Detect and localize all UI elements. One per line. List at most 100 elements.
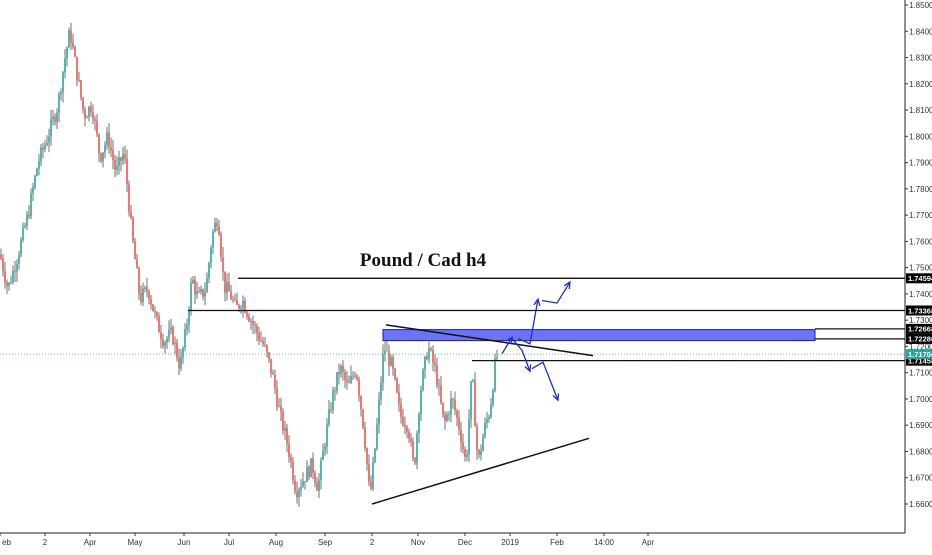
candle-body	[52, 116, 54, 120]
level-tag-bg	[906, 355, 932, 366]
candle-body	[446, 414, 448, 421]
candle-body	[138, 268, 140, 294]
resistance-zone	[382, 329, 816, 342]
candle-body	[136, 259, 138, 269]
arrow-head	[563, 280, 571, 290]
candle-body	[358, 379, 360, 397]
x-tick-label: May	[127, 538, 142, 547]
y-tick-label: 1.81000	[909, 106, 932, 115]
candle-body	[156, 312, 158, 317]
y-tick-label: 1.67000	[909, 474, 932, 483]
candle-body	[354, 375, 356, 377]
candle-body	[4, 271, 6, 283]
candle-body	[18, 255, 20, 264]
candle-body	[408, 431, 410, 439]
y-tick-label: 1.73000	[909, 316, 932, 325]
candle-body	[284, 428, 286, 431]
x-tick-label: 2	[370, 538, 375, 547]
candle-body	[148, 291, 150, 300]
projection-arrow	[531, 361, 559, 401]
y-tick-label: 1.77000	[909, 211, 932, 220]
current-price-tag-bg	[906, 349, 932, 360]
candle-body	[190, 283, 192, 311]
candle-body	[462, 442, 464, 450]
trendline	[371, 437, 590, 505]
level-tag: 1.72668	[908, 325, 932, 334]
candle-body	[86, 117, 88, 119]
candle-body	[114, 159, 116, 170]
candle-body	[224, 271, 226, 293]
candle-body	[428, 348, 430, 360]
x-tick-label: Dec	[458, 538, 472, 547]
candle-body	[16, 263, 18, 272]
projection-arrow	[517, 299, 539, 345]
candle-body	[44, 144, 46, 150]
candle-body	[334, 390, 336, 392]
y-tick-label: 1.75000	[909, 264, 932, 273]
candle-body	[246, 312, 248, 317]
x-tick-label: Feb	[550, 538, 564, 547]
candle-body	[84, 109, 86, 119]
candle-body	[258, 333, 260, 341]
candle-body	[468, 419, 470, 455]
y-tick-label: 1.80000	[909, 132, 932, 141]
candle-body	[272, 372, 274, 375]
candle-body	[480, 450, 482, 455]
candle-body	[288, 443, 290, 458]
level-tag: 1.72286	[908, 335, 932, 344]
candle-body	[486, 419, 488, 423]
candle-body	[404, 425, 406, 428]
candle-body	[76, 56, 78, 81]
candle-body	[338, 372, 340, 375]
candle-body	[8, 282, 10, 286]
arrows-layer	[501, 280, 571, 402]
candle-body	[406, 427, 408, 432]
candle-body	[144, 287, 146, 289]
candle-body	[444, 414, 446, 421]
candle-body	[368, 464, 370, 483]
y-tick-label: 1.82000	[909, 80, 932, 89]
candle-body	[82, 97, 84, 110]
candle-body	[32, 187, 34, 194]
arrow-head	[533, 297, 541, 307]
candle-body	[382, 353, 384, 384]
x-tick-label: Apr	[84, 538, 97, 547]
candle-body	[96, 120, 98, 135]
arrow-head	[552, 393, 560, 402]
candle-body	[134, 241, 136, 260]
candle-body	[66, 47, 68, 59]
candle-body	[386, 350, 388, 352]
candle-body	[366, 448, 368, 465]
candle-body	[100, 152, 102, 162]
candle-body	[106, 132, 108, 146]
candle-body	[90, 106, 92, 113]
candle-body	[326, 424, 328, 447]
y-tick-label: 1.78000	[909, 185, 932, 194]
candle-body	[440, 385, 442, 403]
x-tick-label: Sep	[318, 538, 333, 547]
candle-body	[176, 342, 178, 359]
candle-body	[484, 422, 486, 437]
candle-body	[424, 356, 426, 371]
candle-body	[128, 184, 130, 212]
candle-body	[298, 489, 300, 498]
candle-body	[452, 398, 454, 400]
candle-body	[432, 349, 434, 363]
projection-arrow	[541, 281, 571, 304]
candle-body	[98, 134, 100, 153]
candle-body	[140, 293, 142, 303]
level-tag-bg	[906, 305, 932, 316]
candle-body	[422, 370, 424, 391]
candle-body	[322, 450, 324, 461]
candle-body	[464, 449, 466, 457]
candle-body	[208, 262, 210, 279]
candle-body	[324, 446, 326, 451]
candle-body	[164, 342, 166, 346]
x-tick-label: eb	[2, 538, 11, 547]
candle-body	[64, 58, 66, 72]
candle-body	[6, 282, 8, 286]
candle-body	[202, 289, 204, 297]
candle-body	[168, 330, 170, 339]
candle-body	[418, 414, 420, 434]
